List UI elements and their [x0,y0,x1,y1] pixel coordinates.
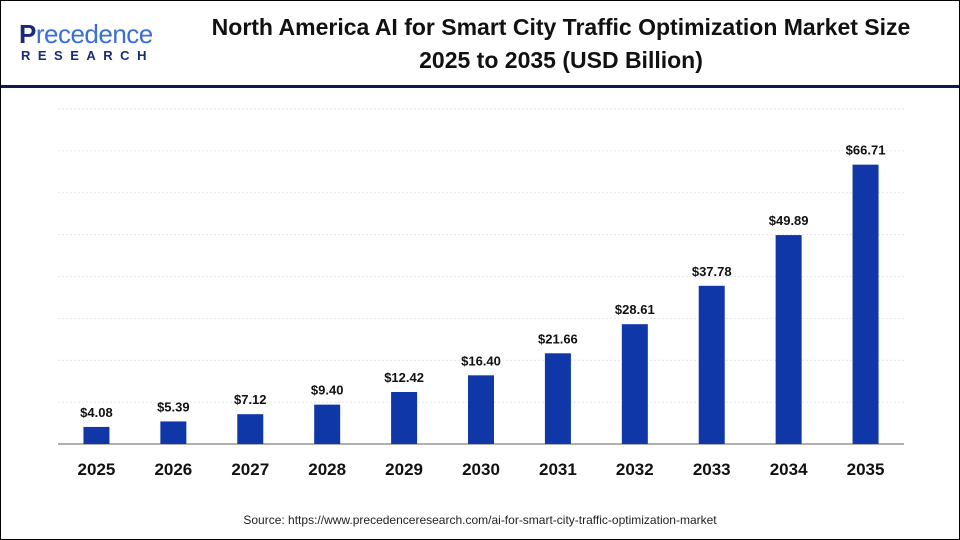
title-line-2: 2025 to 2035 (USD Billion) [419,47,703,73]
data-label: $4.08 [80,405,113,420]
data-label: $7.12 [234,392,267,407]
bar [237,414,264,444]
x-tick-label: 2030 [462,460,500,479]
x-tick-label: 2032 [616,460,654,479]
bar [621,324,648,444]
source-text: Source: https://www.precedenceresearch.c… [243,513,717,527]
bar [83,426,110,444]
x-tick-label: 2028 [308,460,346,479]
logo-subtext: RESEARCH [21,48,154,63]
bar [160,421,187,444]
bar [852,164,879,445]
bar [468,375,494,444]
title-line-1: North America AI for Smart City Traffic … [211,14,911,40]
data-label: $16.40 [461,353,501,368]
x-tick-label: 2026 [154,460,192,479]
x-tick-label: 2033 [693,460,731,479]
chart-title: North America AI for Smart City Traffic … [171,11,951,77]
x-tick-label: 2027 [231,460,269,479]
x-tick-label: 2034 [770,460,808,479]
data-label: $9.40 [311,383,344,398]
x-tick-label: 2035 [847,460,885,479]
logo-text: Precedence [19,19,153,49]
bar [544,353,571,444]
data-label: $5.39 [157,399,190,414]
bar [314,404,341,444]
data-label: $37.78 [692,264,732,279]
data-label: $12.42 [384,370,424,385]
bar [391,391,418,444]
header: Precedence RESEARCH North America AI for… [1,1,959,88]
data-label: $21.66 [538,331,578,346]
x-tick-label: 2025 [78,460,116,479]
x-tick-label: 2029 [385,460,423,479]
precedence-research-logo: Precedence RESEARCH [17,19,162,64]
data-label: $49.89 [769,213,809,228]
bar [698,285,725,444]
data-label: $66.71 [846,143,886,158]
data-label: $28.61 [615,302,655,317]
bar [775,235,802,444]
x-tick-label: 2031 [539,460,577,479]
